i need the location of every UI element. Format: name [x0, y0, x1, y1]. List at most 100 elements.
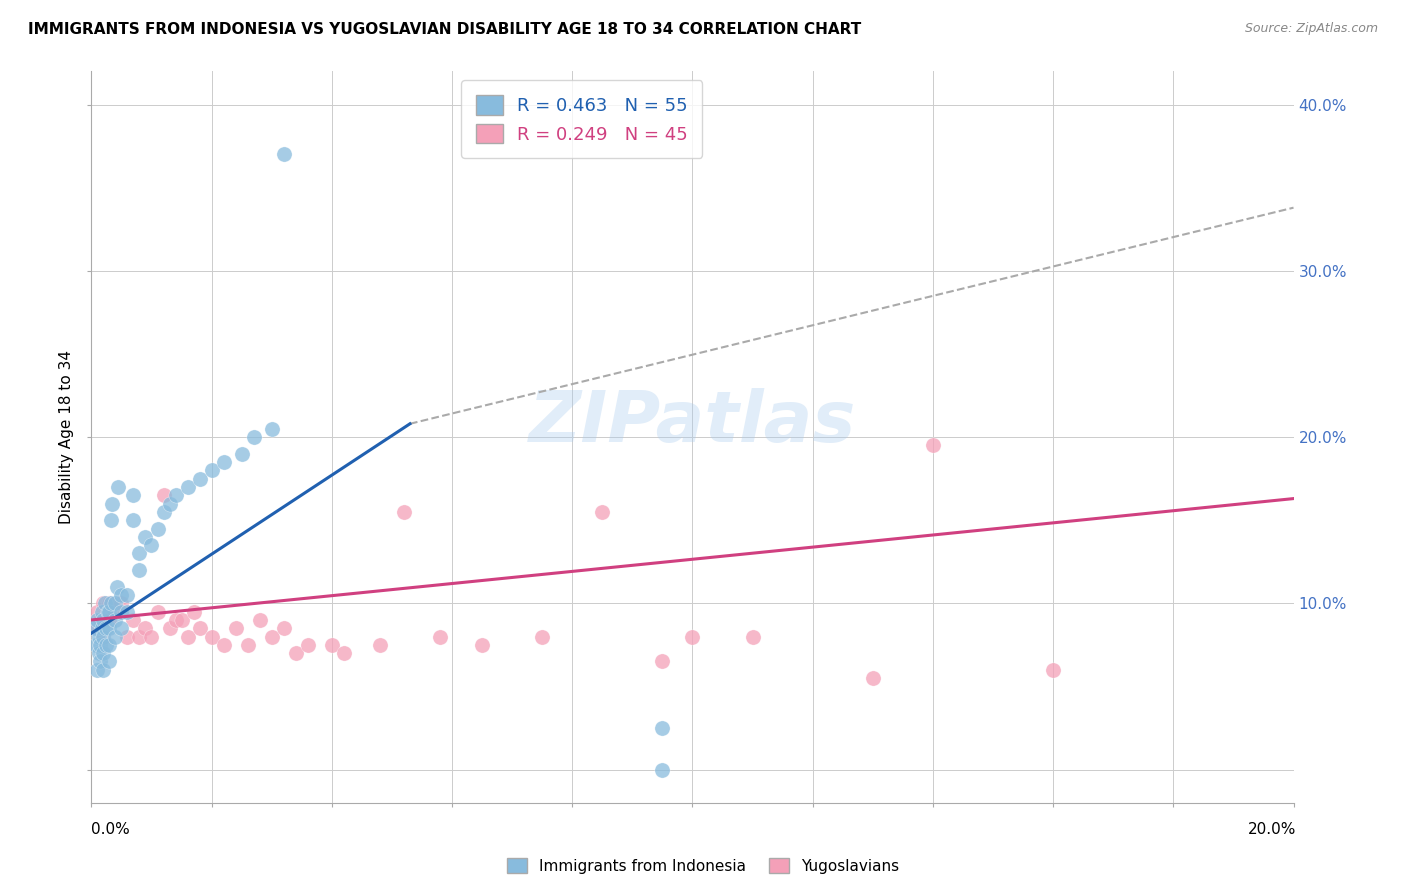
Point — [260, 422, 283, 436]
Point — [110, 621, 132, 635]
Point — [98, 655, 121, 669]
Point — [128, 563, 150, 577]
Legend: Immigrants from Indonesia, Yugoslavians: Immigrants from Indonesia, Yugoslavians — [501, 852, 905, 880]
Point — [141, 538, 163, 552]
Point — [242, 430, 264, 444]
Point — [128, 546, 150, 560]
Point — [86, 663, 108, 677]
Point — [93, 630, 115, 644]
Point — [96, 621, 118, 635]
Point — [273, 147, 295, 161]
Text: 20.0%: 20.0% — [1249, 822, 1296, 837]
Text: 0.0%: 0.0% — [91, 822, 131, 837]
Point — [146, 521, 169, 535]
Point — [321, 638, 343, 652]
Point — [98, 596, 121, 610]
Point — [89, 655, 111, 669]
Point — [86, 613, 108, 627]
Point — [117, 605, 139, 619]
Point — [104, 630, 127, 644]
Point — [117, 588, 139, 602]
Point — [165, 613, 187, 627]
Point — [122, 513, 145, 527]
Point — [89, 638, 111, 652]
Point — [98, 605, 121, 619]
Point — [741, 630, 763, 644]
Point — [212, 638, 235, 652]
Point — [93, 596, 115, 610]
Point — [651, 655, 673, 669]
Point — [110, 605, 132, 619]
Point — [368, 638, 391, 652]
Point — [249, 613, 271, 627]
Point — [273, 621, 295, 635]
Point — [93, 630, 115, 644]
Y-axis label: Disability Age 18 to 34: Disability Age 18 to 34 — [59, 350, 75, 524]
Point — [87, 630, 110, 644]
Point — [93, 613, 115, 627]
Point — [86, 621, 108, 635]
Point — [170, 613, 193, 627]
Text: ZIPatlas: ZIPatlas — [529, 388, 856, 457]
Point — [134, 530, 156, 544]
Point — [104, 605, 127, 619]
Point — [104, 613, 127, 627]
Point — [110, 588, 132, 602]
Point — [236, 638, 259, 652]
Point — [110, 596, 132, 610]
Point — [134, 621, 156, 635]
Point — [93, 646, 115, 660]
Point — [392, 505, 415, 519]
Point — [100, 513, 122, 527]
Point — [83, 621, 105, 635]
Point — [159, 497, 181, 511]
Point — [107, 480, 129, 494]
Point — [89, 646, 111, 660]
Point — [152, 505, 174, 519]
Point — [681, 630, 703, 644]
Point — [531, 630, 554, 644]
Point — [104, 596, 127, 610]
Point — [105, 580, 128, 594]
Point — [471, 638, 494, 652]
Point — [862, 671, 884, 685]
Point — [141, 630, 163, 644]
Point — [117, 630, 139, 644]
Point — [122, 488, 145, 502]
Point — [212, 455, 235, 469]
Point — [98, 621, 121, 635]
Point — [97, 605, 120, 619]
Point — [98, 638, 121, 652]
Point — [176, 480, 198, 494]
Point — [260, 630, 283, 644]
Point — [93, 663, 115, 677]
Point — [297, 638, 319, 652]
Point — [84, 638, 107, 652]
Point — [128, 630, 150, 644]
Point — [101, 497, 124, 511]
Point — [146, 605, 169, 619]
Point — [651, 721, 673, 735]
Point — [183, 605, 205, 619]
Point — [93, 596, 115, 610]
Point — [922, 438, 945, 452]
Point — [231, 447, 253, 461]
Point — [651, 763, 673, 777]
Point — [165, 488, 187, 502]
Point — [100, 596, 122, 610]
Point — [225, 621, 247, 635]
Point — [96, 638, 118, 652]
Point — [429, 630, 451, 644]
Point — [188, 472, 211, 486]
Point — [98, 613, 121, 627]
Point — [201, 463, 224, 477]
Point — [90, 621, 112, 635]
Text: IMMIGRANTS FROM INDONESIA VS YUGOSLAVIAN DISABILITY AGE 18 TO 34 CORRELATION CHA: IMMIGRANTS FROM INDONESIA VS YUGOSLAVIAN… — [28, 22, 862, 37]
Point — [86, 605, 108, 619]
Point — [176, 630, 198, 644]
Point — [152, 488, 174, 502]
Point — [122, 613, 145, 627]
Point — [591, 505, 613, 519]
Point — [284, 646, 307, 660]
Point — [1042, 663, 1064, 677]
